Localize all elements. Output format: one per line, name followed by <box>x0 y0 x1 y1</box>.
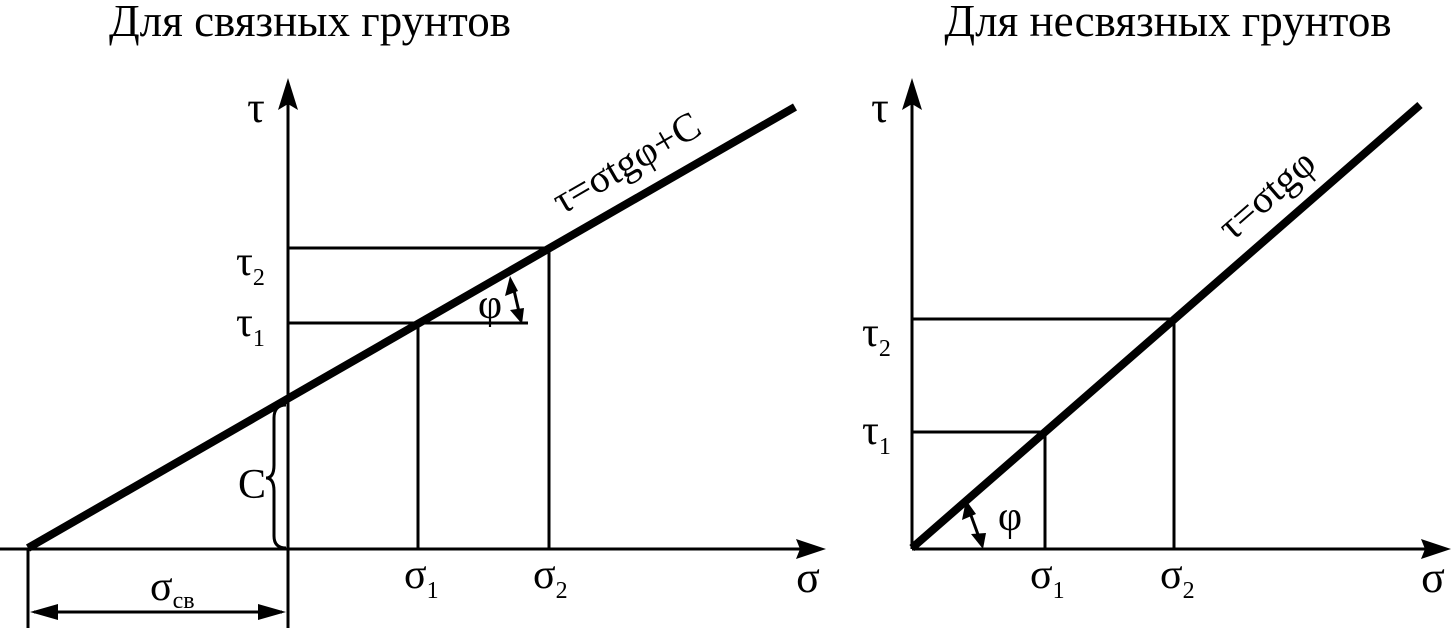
left-angle-arrow-bottom <box>510 308 524 324</box>
left-cohesion-label: C <box>238 462 266 508</box>
left-tau1-label: τ1 <box>236 300 265 352</box>
left-angle-arrow-top <box>505 276 518 296</box>
left-x-axis-label: σ <box>796 553 820 602</box>
left-sigma1-label: σ1 <box>404 552 439 604</box>
left-x-axis-arrow <box>796 539 826 559</box>
right-diagram: Для несвязных грунтов τ σ τ2 τ1 σ1 σ2 φ … <box>862 0 1451 604</box>
left-sigma-cv-arrow-right <box>258 604 286 620</box>
left-angle-label: φ <box>478 282 502 328</box>
right-angle-arrow-top <box>962 500 976 520</box>
right-tau2-label: τ2 <box>862 310 891 362</box>
left-diagram: Для связных грунтов τ σ τ2 τ1 σ1 σ2 σсв … <box>0 0 826 628</box>
right-tau1-label: τ1 <box>862 408 891 460</box>
left-title: Для связных грунтов <box>109 0 511 46</box>
right-strength-line <box>909 101 1423 552</box>
left-y-axis-arrow <box>278 78 298 110</box>
right-x-axis-label: σ <box>1421 553 1445 602</box>
left-sigma-cv-label: σсв <box>150 564 195 614</box>
right-angle-arrow-bottom <box>971 533 986 549</box>
left-cohesion-brace <box>265 403 287 550</box>
right-sigma2-label: σ2 <box>1160 552 1195 604</box>
right-angle-label: φ <box>998 494 1022 540</box>
right-title: Для несвязных грунтов <box>944 0 1391 46</box>
right-sigma1-label: σ1 <box>1030 552 1065 604</box>
left-strength-line <box>26 103 797 552</box>
right-y-axis-label: τ <box>871 83 889 132</box>
right-x-axis-arrow <box>1421 539 1451 559</box>
left-sigma2-label: σ2 <box>533 552 568 604</box>
left-y-axis-label: τ <box>247 83 265 132</box>
left-sigma-cv-arrow-left <box>30 604 58 620</box>
right-formula: τ=σtgφ <box>1208 140 1324 249</box>
left-tau2-label: τ2 <box>236 239 265 291</box>
right-y-axis-arrow <box>902 78 922 110</box>
